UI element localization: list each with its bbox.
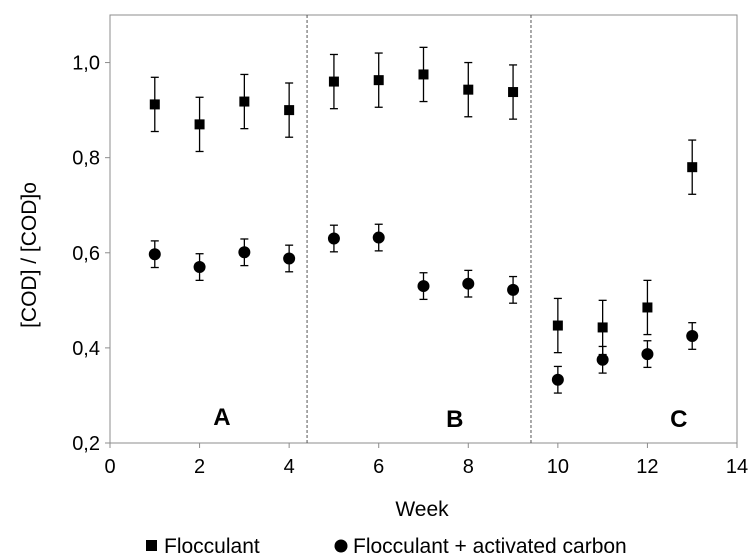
x-tick-label: 6: [373, 456, 384, 478]
legend: Flocculant Flocculant + activated carbon: [146, 535, 627, 558]
x-tick-label: 2: [194, 456, 205, 478]
region-label-c: C: [670, 406, 687, 433]
plot-frame: [109, 14, 738, 444]
data-point-circle: [462, 277, 475, 290]
data-point-square: [418, 69, 429, 80]
data-point-circle: [327, 232, 340, 245]
region-label-a: A: [213, 404, 230, 431]
legend-label-flocculant-activated-carbon: Flocculant + activated carbon: [353, 535, 627, 558]
series-1: [149, 46, 698, 356]
data-point-square: [194, 119, 205, 130]
y-tick-label: 0,4: [72, 338, 100, 360]
data-point-circle: [641, 348, 654, 361]
legend-square-marker: [146, 540, 157, 551]
y-tick-label: 0,8: [72, 148, 100, 170]
y-axis-title: [COD] / [COD]o: [18, 182, 41, 328]
data-point-square: [328, 76, 339, 87]
x-tick-label: 14: [726, 456, 748, 478]
data-point-circle: [417, 280, 430, 293]
data-point-circle: [372, 231, 385, 244]
x-tick-label: 4: [284, 456, 295, 478]
data-point-square: [373, 75, 384, 86]
x-tick-label: 8: [463, 456, 474, 478]
x-tick-label: 0: [104, 456, 115, 478]
x-tick-label: 12: [636, 456, 658, 478]
data-point-circle: [148, 248, 161, 261]
data-point-square: [508, 87, 519, 98]
data-point-circle: [283, 252, 296, 265]
data-point-square: [642, 302, 653, 313]
data-point-square: [463, 84, 474, 95]
series-2: [148, 223, 699, 394]
data-point-square: [239, 96, 250, 107]
x-tick-label: 10: [547, 456, 569, 478]
data-point-square: [284, 105, 295, 116]
data-point-circle: [686, 330, 699, 342]
data-point-square: [552, 320, 563, 331]
data-point-square: [597, 322, 608, 333]
y-tick-label: 1,0: [72, 53, 100, 75]
data-point-square: [149, 99, 160, 110]
data-point-circle: [596, 353, 609, 366]
y-tick-label: 0,6: [72, 243, 100, 265]
data-point-circle: [193, 261, 206, 274]
x-axis-title: Week: [395, 498, 449, 521]
legend-label-flocculant: Flocculant: [164, 535, 260, 558]
data-point-circle: [238, 246, 251, 259]
y-tick-label: 0,2: [72, 433, 100, 455]
data-point-circle: [507, 283, 520, 296]
data-point-square: [687, 162, 698, 173]
data-point-circle: [551, 373, 564, 386]
region-label-b: B: [446, 406, 463, 433]
legend-circle-marker: [334, 539, 348, 553]
